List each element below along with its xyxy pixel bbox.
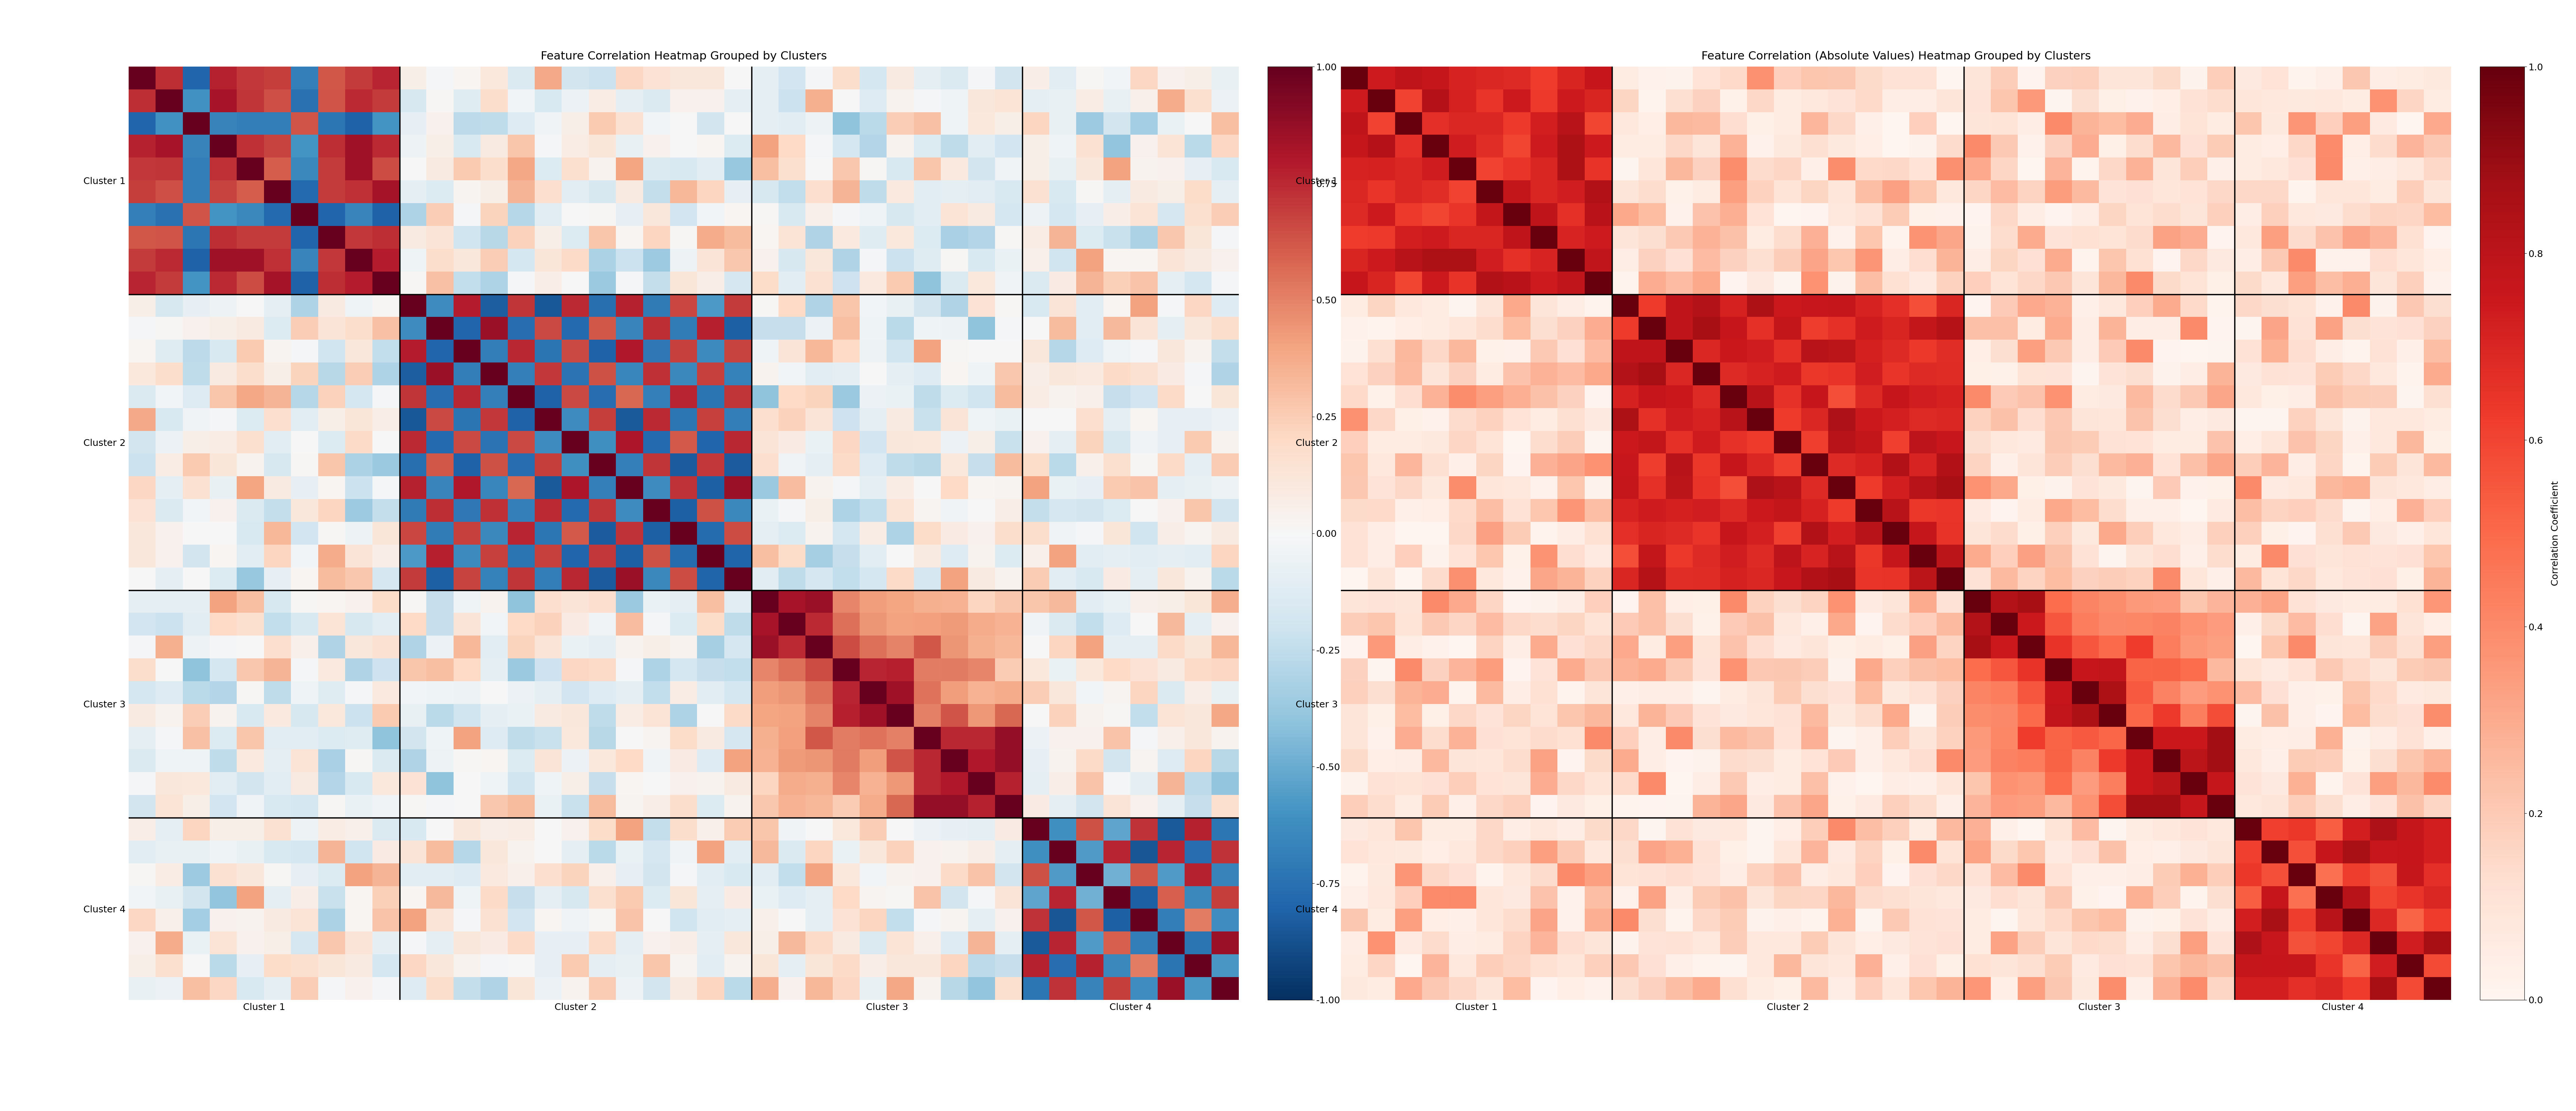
Y-axis label: Correlation Coefficient: Correlation Coefficient	[2550, 481, 2561, 585]
Title: Feature Correlation Heatmap Grouped by Clusters: Feature Correlation Heatmap Grouped by C…	[541, 51, 827, 61]
Y-axis label: Correlation Coefficient: Correlation Coefficient	[1347, 481, 1358, 585]
Title: Feature Correlation (Absolute Values) Heatmap Grouped by Clusters: Feature Correlation (Absolute Values) He…	[1700, 51, 2092, 61]
